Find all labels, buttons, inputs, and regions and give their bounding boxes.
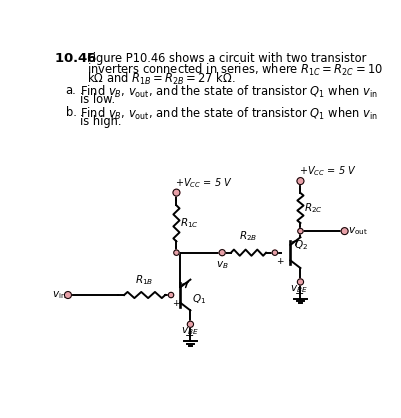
Circle shape xyxy=(65,292,71,298)
Text: $Q_2$: $Q_2$ xyxy=(294,238,308,252)
Text: $+V_{CC}$ = 5 V: $+V_{CC}$ = 5 V xyxy=(299,164,356,178)
Text: $v_{BE}$: $v_{BE}$ xyxy=(181,325,199,337)
Text: $+V_{CC}$ = 5 V: $+V_{CC}$ = 5 V xyxy=(175,176,233,189)
Circle shape xyxy=(298,279,304,285)
Text: Figure P10.46 shows a circuit with two transistor: Figure P10.46 shows a circuit with two t… xyxy=(87,53,367,66)
Text: −: − xyxy=(185,331,194,341)
Circle shape xyxy=(168,292,174,298)
Circle shape xyxy=(272,250,277,255)
Text: $v_\mathrm{out}$: $v_\mathrm{out}$ xyxy=(348,225,369,237)
Text: $Q_1$: $Q_1$ xyxy=(192,292,206,306)
Text: k$\Omega$ and $R_{1B} = R_{2B} = 27$ k$\Omega$.: k$\Omega$ and $R_{1B} = R_{2B} = 27$ k$\… xyxy=(87,71,236,87)
Text: is low.: is low. xyxy=(79,93,115,106)
Circle shape xyxy=(219,250,225,256)
Text: $v_\mathrm{in}$: $v_\mathrm{in}$ xyxy=(52,289,66,301)
Text: $\mathbf{10.46}$: $\mathbf{10.46}$ xyxy=(54,53,97,66)
Circle shape xyxy=(174,250,179,255)
Text: $R_{1B}$: $R_{1B}$ xyxy=(136,273,154,287)
Text: inverters connected in series, where $R_{1C} = R_{2C} = 10$: inverters connected in series, where $R_… xyxy=(87,62,383,78)
Text: +: + xyxy=(172,299,179,308)
Text: $R_{2C}$: $R_{2C}$ xyxy=(304,201,323,215)
Text: −: − xyxy=(295,289,304,299)
Circle shape xyxy=(298,228,303,234)
Circle shape xyxy=(173,189,180,196)
Text: Find $v_B$, $v_\mathrm{out}$, and the state of transistor $Q_1$ when $v_\mathrm{: Find $v_B$, $v_\mathrm{out}$, and the st… xyxy=(79,106,378,122)
Text: is high.: is high. xyxy=(79,115,121,128)
Circle shape xyxy=(187,321,194,327)
Text: +: + xyxy=(276,257,284,266)
Text: b.: b. xyxy=(66,106,77,119)
Text: $R_{2B}$: $R_{2B}$ xyxy=(239,229,258,243)
Circle shape xyxy=(297,178,304,184)
Text: $R_{1C}$: $R_{1C}$ xyxy=(180,217,199,230)
Text: a.: a. xyxy=(66,84,76,97)
Text: $v_B$: $v_B$ xyxy=(216,259,229,270)
Text: Find $v_B$, $v_\mathrm{out}$, and the state of transistor $Q_1$ when $v_\mathrm{: Find $v_B$, $v_\mathrm{out}$, and the st… xyxy=(79,84,378,100)
Text: $v_{BE}$: $v_{BE}$ xyxy=(290,283,307,295)
Circle shape xyxy=(341,228,348,234)
